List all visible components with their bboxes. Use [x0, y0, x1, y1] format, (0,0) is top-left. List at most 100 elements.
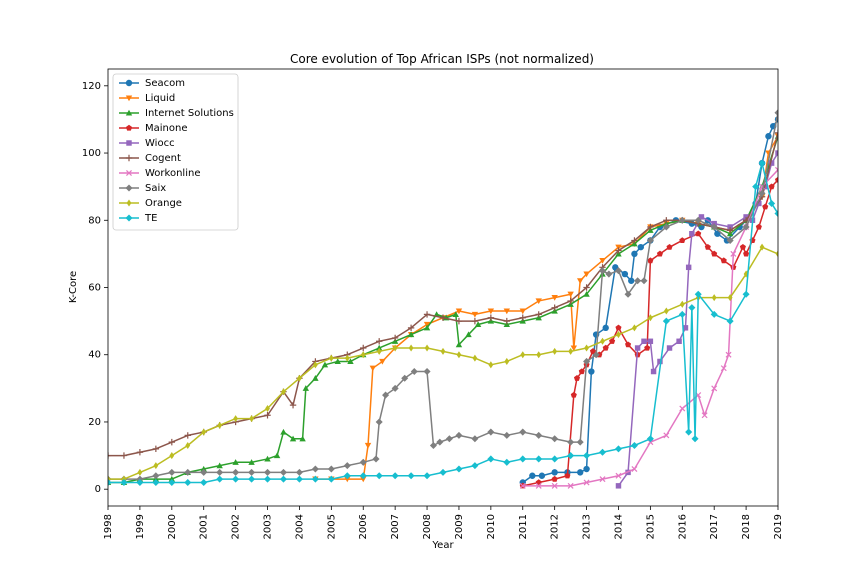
legend-marker [125, 154, 133, 162]
legend-label: Saix [145, 183, 166, 194]
data-point-mainone [768, 183, 775, 190]
legend-label: Orange [145, 198, 182, 209]
legend-item-wiocc: Wiocc [119, 138, 175, 149]
data-point-mainone [739, 243, 746, 250]
data-point-wiocc [657, 358, 663, 365]
data-point-saix [774, 109, 778, 117]
data-point-orange [360, 351, 366, 359]
legend-label: Internet Solutions [145, 108, 234, 119]
data-point-saix [359, 458, 367, 466]
data-point-te [535, 455, 543, 463]
data-point-mainone [755, 223, 762, 230]
data-point-saix [382, 391, 390, 399]
data-point-cogent [631, 237, 638, 244]
data-point-orange [663, 307, 669, 315]
chart-title: Core evolution of Top African ISPs (not … [290, 52, 594, 66]
data-point-mainone [602, 344, 609, 351]
series-saix [108, 109, 778, 483]
data-point-mainone [573, 375, 581, 381]
data-point-saix [567, 438, 575, 446]
data-point-orange [616, 331, 621, 339]
data-point-mainone [625, 341, 632, 348]
data-point-saix [694, 216, 702, 224]
data-point-saix [503, 431, 511, 439]
data-point-cogent [487, 314, 495, 321]
data-point-internet-solutions [302, 385, 310, 391]
data-point-saix [279, 468, 287, 476]
y-axis: 0 20 40 60 80 100 120 [82, 81, 108, 495]
data-point-te [487, 455, 495, 463]
legend-marker [126, 199, 132, 207]
data-point-te [391, 472, 399, 480]
legend-item-mainone: Mainone [119, 123, 187, 134]
data-point-orange [137, 468, 143, 476]
data-point-saix [471, 435, 479, 443]
data-point-internet-solutions [289, 435, 297, 442]
data-point-orange [169, 452, 175, 460]
data-point-saix [640, 277, 648, 285]
legend: Seacom Liquid Internet Solutions Mainone Wio… [112, 73, 239, 231]
data-point-cogent [726, 227, 734, 234]
data-point-te [311, 475, 319, 483]
data-point-orange [488, 361, 494, 369]
data-point-seacom [588, 368, 595, 375]
data-point-internet-solutions [465, 331, 472, 338]
data-point-internet-solutions [455, 341, 463, 348]
data-point-workonline [535, 482, 542, 489]
data-point-saix [614, 267, 622, 275]
data-point-orange [552, 347, 558, 355]
data-point-seacom [529, 472, 536, 479]
data-point-te [774, 210, 778, 218]
x-tick-label: 2011 [518, 514, 529, 539]
data-point-cogent [503, 317, 511, 325]
data-point-mainone [704, 243, 711, 250]
y-tick-label: 0 [95, 484, 101, 495]
data-point-internet-solutions [232, 459, 239, 465]
data-point-te [152, 478, 160, 486]
data-point-internet-solutions [312, 375, 319, 381]
legend-box [112, 73, 239, 231]
data-point-saix [599, 267, 607, 275]
data-point-internet-solutions [347, 358, 354, 365]
data-point-wiocc [634, 345, 641, 351]
data-point-saix [634, 277, 642, 285]
data-point-liquid [551, 295, 558, 301]
data-point-workonline [725, 351, 732, 358]
legend-item-workonline: Workonline [119, 168, 200, 179]
data-point-te [168, 478, 176, 486]
data-point-wiocc [698, 214, 705, 220]
data-point-cogent [471, 317, 479, 325]
data-point-te [439, 468, 447, 476]
data-point-orange [520, 351, 526, 359]
data-point-cogent [391, 334, 399, 342]
data-point-te [264, 475, 272, 483]
data-point-internet-solutions [248, 459, 255, 465]
data-point-te [551, 455, 559, 463]
data-point-liquid [576, 278, 584, 284]
data-point-mainone [609, 338, 616, 344]
data-point-workonline [583, 479, 590, 486]
data-point-te [248, 475, 256, 483]
data-point-mainone [711, 250, 718, 257]
data-point-liquid [364, 442, 372, 449]
data-point-cogent [551, 304, 558, 311]
data-point-saix [184, 468, 192, 476]
data-point-te [726, 317, 734, 325]
data-point-saix [646, 236, 654, 244]
data-point-te [758, 159, 766, 167]
x-tick-label: 2007 [390, 514, 401, 539]
data-point-saix [662, 223, 670, 231]
data-point-mainone [589, 348, 596, 354]
data-point-mainone [647, 257, 654, 264]
data-point-mainone [656, 250, 663, 257]
x-tick-label: 2014 [613, 514, 624, 539]
data-point-cogent [567, 297, 574, 305]
x-tick-label: 1998 [103, 514, 114, 539]
data-point-workonline [551, 482, 558, 489]
x-tick-label: 2004 [294, 514, 305, 539]
data-point-liquid [471, 311, 479, 318]
x-tick-label: 2015 [645, 514, 656, 539]
x-tick-label: 2006 [358, 514, 369, 539]
data-point-te [471, 462, 479, 470]
data-point-mainone [743, 250, 750, 257]
